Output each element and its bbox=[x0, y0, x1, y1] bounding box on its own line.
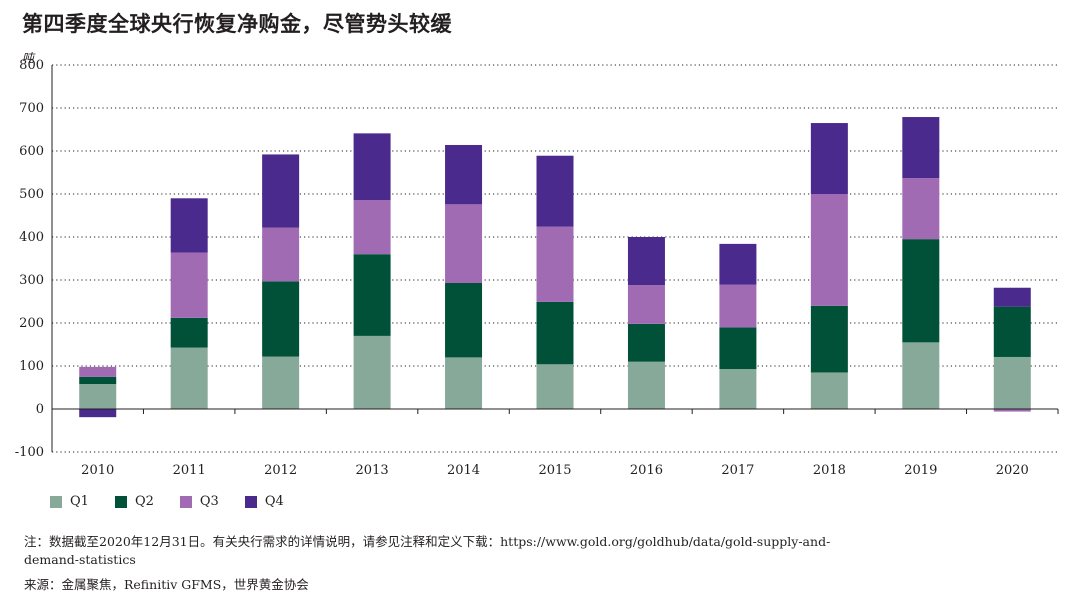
bar-q4-2011 bbox=[170, 198, 208, 253]
legend-item-q2: Q2 bbox=[114, 494, 154, 509]
legend-label-q1: Q1 bbox=[70, 494, 89, 509]
x-tick-label: 2018 bbox=[813, 463, 846, 478]
bar-q4-2010 bbox=[79, 409, 117, 418]
bar-q1-2014 bbox=[445, 357, 483, 409]
bar-q3-2014 bbox=[445, 204, 483, 284]
legend-item-q1: Q1 bbox=[50, 494, 89, 509]
bar-q2-2015 bbox=[536, 301, 574, 365]
x-tick-label: 2012 bbox=[264, 463, 297, 478]
bar-q1-2017 bbox=[719, 369, 757, 409]
x-tick-label: 2019 bbox=[904, 463, 937, 478]
bar-q2-2016 bbox=[627, 323, 665, 362]
bar-q2-2017 bbox=[719, 327, 757, 370]
legend-swatch-q3 bbox=[179, 495, 192, 508]
bar-q2-2020 bbox=[993, 306, 1031, 357]
legend: Q1 Q2 Q3 Q4 bbox=[50, 494, 284, 509]
bar-q3-2011 bbox=[170, 252, 208, 318]
y-tick-label: 800 bbox=[19, 58, 44, 73]
y-tick-label: 400 bbox=[19, 230, 44, 245]
y-axis-label: 吨 bbox=[22, 51, 36, 65]
bar-q4-2020 bbox=[993, 287, 1031, 307]
bar-q3-2017 bbox=[719, 284, 757, 328]
bar-q2-2012 bbox=[262, 281, 300, 357]
bar-q1-2016 bbox=[627, 361, 665, 409]
bar-q4-2019 bbox=[902, 117, 940, 179]
legend-item-q3: Q3 bbox=[179, 494, 219, 509]
bar-q1-2012 bbox=[262, 356, 300, 409]
x-tick-label: 2010 bbox=[81, 463, 114, 478]
bar-q1-2013 bbox=[353, 335, 391, 409]
x-tick-label: 2020 bbox=[996, 463, 1029, 478]
bar-q3-2020 bbox=[993, 409, 1031, 412]
bar-q4-2016 bbox=[627, 237, 665, 286]
legend-swatch-q2 bbox=[114, 495, 127, 508]
bar-q1-2011 bbox=[170, 347, 208, 409]
bar-q4-2014 bbox=[445, 144, 483, 205]
x-tick-label: 2011 bbox=[173, 463, 206, 478]
x-tick-label: 2016 bbox=[630, 463, 663, 478]
bar-q4-2013 bbox=[353, 133, 391, 201]
bar-q4-2018 bbox=[810, 123, 848, 194]
legend-swatch-q1 bbox=[50, 495, 62, 508]
y-tick-label: 100 bbox=[19, 359, 44, 374]
legend-item-q4: Q4 bbox=[244, 494, 284, 509]
y-tick-label: 300 bbox=[19, 273, 44, 288]
bar-q2-2019 bbox=[902, 239, 940, 343]
bar-q1-2019 bbox=[902, 342, 940, 409]
chart-source: 来源：金属聚焦，Refinitiv GFMS，世界黄金协会 bbox=[24, 577, 309, 592]
bar-q2-2018 bbox=[810, 305, 848, 373]
bar-q3-2012 bbox=[262, 227, 300, 282]
bar-q4-2017 bbox=[719, 243, 757, 285]
bar-q3-2013 bbox=[353, 200, 391, 255]
bar-q1-2018 bbox=[810, 372, 848, 409]
legend-swatch-q4 bbox=[244, 495, 257, 508]
legend-label-q2: Q2 bbox=[134, 494, 154, 509]
y-tick-label: 700 bbox=[19, 101, 44, 116]
y-tick-label: 200 bbox=[19, 316, 44, 331]
bar-q4-2012 bbox=[262, 154, 300, 228]
chart-title: 第四季度全球央行恢复净购金，尽管势头较缓 bbox=[22, 12, 452, 36]
y-tick-label: 0 bbox=[36, 402, 44, 417]
bar-q4-2015 bbox=[536, 155, 574, 227]
legend-label-q3: Q3 bbox=[199, 494, 219, 509]
bar-q3-2015 bbox=[536, 226, 574, 302]
bar-q1-2020 bbox=[993, 356, 1031, 409]
bar-q1-2010 bbox=[79, 384, 117, 409]
bar-q2-2011 bbox=[170, 317, 208, 348]
bar-q3-2019 bbox=[902, 178, 940, 240]
bar-q2-2014 bbox=[445, 283, 483, 358]
y-tick-label: 600 bbox=[19, 144, 44, 159]
chart-note: 注：数据截至2020年12月31日。有关央行需求的详情说明，请参见注释和定义下载… bbox=[24, 534, 831, 567]
bar-q3-2016 bbox=[627, 285, 665, 324]
x-tick-label: 2014 bbox=[447, 463, 480, 478]
y-tick-label: 500 bbox=[19, 187, 44, 202]
legend-label-q4: Q4 bbox=[264, 494, 284, 509]
x-tick-label: 2015 bbox=[538, 463, 571, 478]
x-tick-label: 2017 bbox=[721, 463, 754, 478]
bar-q3-2010 bbox=[79, 366, 117, 377]
bar-q1-2015 bbox=[536, 364, 574, 409]
x-tick-label: 2013 bbox=[356, 463, 389, 478]
bar-q3-2018 bbox=[810, 194, 848, 306]
y-tick-label: -100 bbox=[15, 445, 44, 460]
bar-q2-2010 bbox=[79, 376, 117, 385]
bar-q2-2013 bbox=[353, 254, 391, 336]
